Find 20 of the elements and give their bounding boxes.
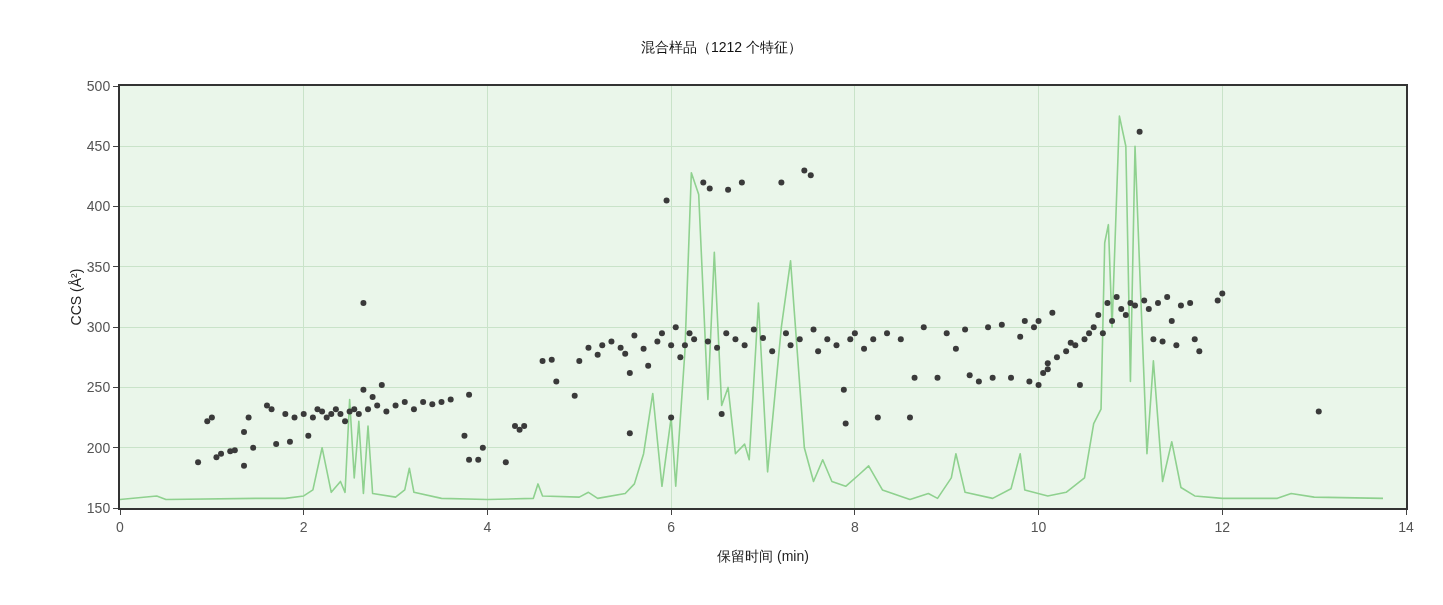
x-tick-label: 10 xyxy=(1030,518,1047,535)
x-tick-label: 6 xyxy=(667,518,676,535)
x-tick-label: 14 xyxy=(1398,518,1414,535)
x-tick-label: 2 xyxy=(299,518,308,535)
x-axis-title: 保留时间 (min) xyxy=(717,548,809,564)
y-tick-label: 350 xyxy=(86,258,111,275)
x-tick-label: 4 xyxy=(483,518,492,535)
y-tick-label: 150 xyxy=(86,499,111,516)
y-axis-title: CCS (Å²) xyxy=(68,268,84,326)
y-tick-label: 250 xyxy=(86,379,111,396)
chart-title: 混合样品（1212 个特征） xyxy=(640,39,803,56)
y-tick-label: 300 xyxy=(86,319,111,336)
x-tick-label: 12 xyxy=(1214,518,1231,535)
x-tick-label: 8 xyxy=(850,518,859,535)
y-tick-label: 450 xyxy=(86,138,111,155)
line-series xyxy=(120,115,1384,501)
y-tick-label: 200 xyxy=(86,439,111,456)
y-tick-label: 500 xyxy=(86,77,111,94)
y-tick-label: 400 xyxy=(86,198,111,215)
x-tick-label: 0 xyxy=(116,518,125,535)
